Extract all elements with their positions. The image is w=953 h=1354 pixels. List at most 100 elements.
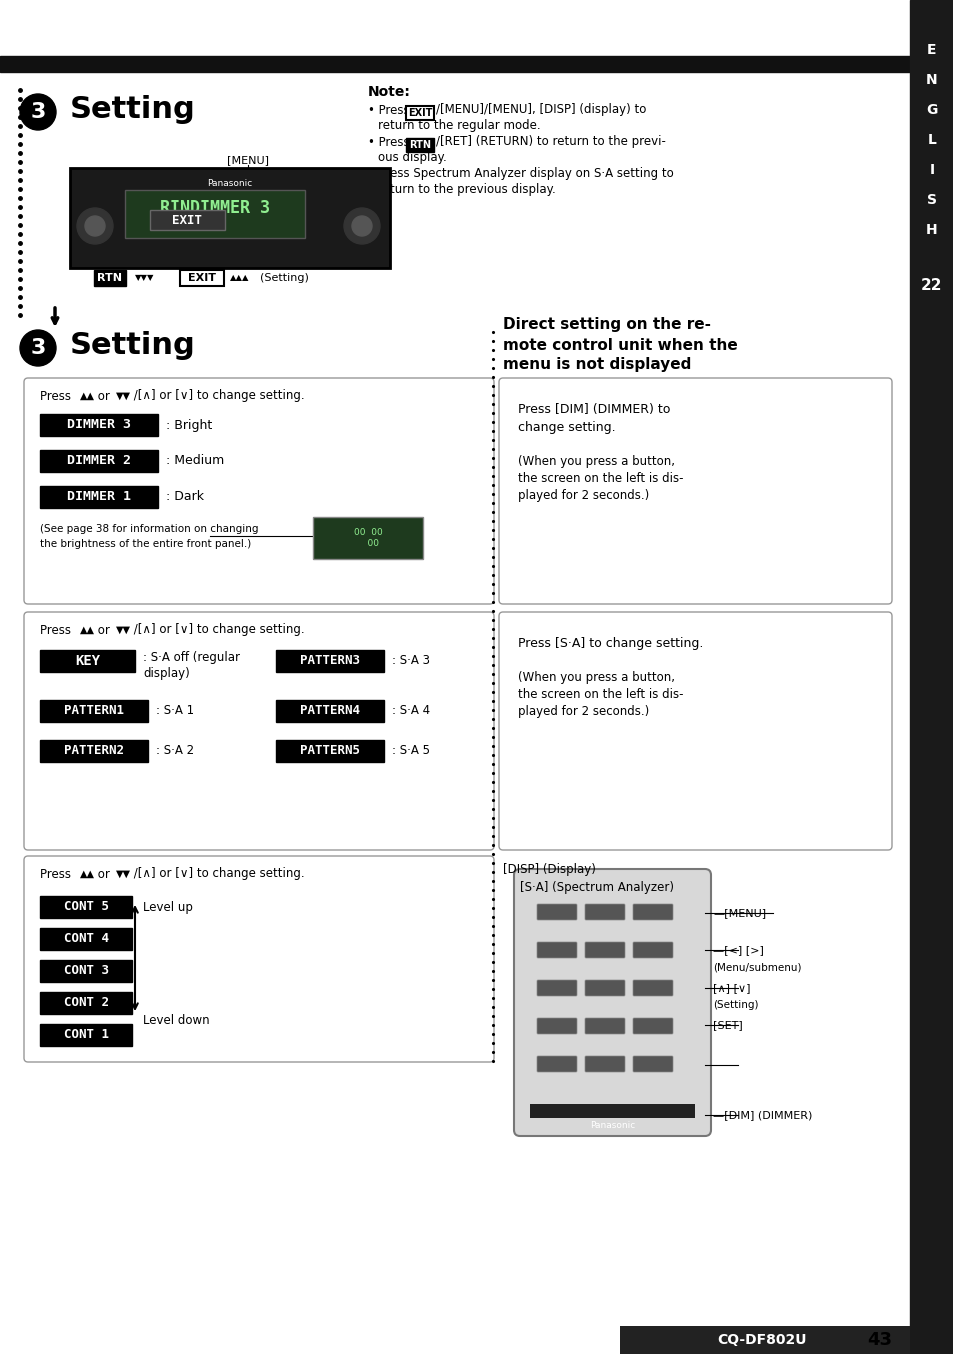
Text: S: S bbox=[926, 194, 936, 207]
FancyBboxPatch shape bbox=[537, 980, 577, 997]
FancyBboxPatch shape bbox=[584, 904, 624, 919]
FancyBboxPatch shape bbox=[514, 869, 710, 1136]
FancyBboxPatch shape bbox=[537, 1018, 577, 1034]
Circle shape bbox=[85, 217, 105, 236]
Text: ▼▼: ▼▼ bbox=[116, 391, 131, 401]
Text: H: H bbox=[925, 223, 937, 237]
Text: [∧] [∨]: [∧] [∨] bbox=[712, 983, 750, 992]
Text: 22: 22 bbox=[921, 278, 942, 292]
Text: Press [DIM] (DIMMER) to: Press [DIM] (DIMMER) to bbox=[517, 403, 670, 417]
Text: /[∧] or [∨] to change setting.: /[∧] or [∨] to change setting. bbox=[130, 868, 304, 880]
Circle shape bbox=[344, 209, 379, 244]
Bar bbox=[40, 896, 132, 918]
Text: display): display) bbox=[143, 666, 190, 680]
FancyBboxPatch shape bbox=[584, 1056, 624, 1072]
FancyBboxPatch shape bbox=[498, 612, 891, 850]
Text: Level down: Level down bbox=[143, 1014, 210, 1026]
Text: EXIT: EXIT bbox=[407, 108, 432, 118]
Text: : S·A off (regular: : S·A off (regular bbox=[143, 650, 240, 663]
Text: 3: 3 bbox=[30, 102, 46, 122]
Text: PATTERN4: PATTERN4 bbox=[299, 704, 359, 718]
Text: G: G bbox=[925, 103, 937, 116]
Text: • Press: • Press bbox=[368, 103, 413, 116]
Text: change setting.: change setting. bbox=[517, 421, 615, 435]
Text: return to the previous display.: return to the previous display. bbox=[377, 184, 556, 196]
FancyBboxPatch shape bbox=[537, 904, 577, 919]
Text: CONT 2: CONT 2 bbox=[64, 997, 109, 1010]
FancyBboxPatch shape bbox=[537, 942, 577, 959]
Text: [DISP] (Display): [DISP] (Display) bbox=[502, 864, 596, 876]
Bar bbox=[0, 1326, 953, 1354]
Circle shape bbox=[20, 93, 56, 130]
Text: the screen on the left is dis-: the screen on the left is dis- bbox=[517, 688, 682, 701]
Text: ▼▼: ▼▼ bbox=[116, 626, 131, 635]
Bar bbox=[40, 450, 158, 473]
Text: Panasonic: Panasonic bbox=[589, 1121, 635, 1129]
Text: the screen on the left is dis-: the screen on the left is dis- bbox=[517, 473, 682, 486]
Text: N: N bbox=[925, 73, 937, 87]
Text: : S·A 1: : S·A 1 bbox=[156, 704, 193, 718]
Text: or: or bbox=[94, 390, 113, 402]
Text: L: L bbox=[926, 133, 936, 148]
Text: CONT 3: CONT 3 bbox=[64, 964, 109, 978]
FancyBboxPatch shape bbox=[24, 378, 494, 604]
Text: (See page 38 for information on changing: (See page 38 for information on changing bbox=[40, 524, 258, 533]
Text: • Press: • Press bbox=[368, 135, 413, 149]
Text: Press: Press bbox=[40, 390, 74, 402]
Text: (Setting): (Setting) bbox=[260, 274, 309, 283]
Text: : S·A 2: : S·A 2 bbox=[156, 745, 193, 757]
Circle shape bbox=[352, 217, 372, 236]
Text: Panasonic: Panasonic bbox=[207, 179, 253, 187]
Text: Setting: Setting bbox=[70, 95, 195, 123]
FancyBboxPatch shape bbox=[633, 1018, 672, 1034]
FancyBboxPatch shape bbox=[633, 942, 672, 959]
Text: (Setting): (Setting) bbox=[712, 1001, 758, 1010]
Bar bbox=[275, 741, 384, 762]
Bar bbox=[40, 700, 148, 722]
Circle shape bbox=[77, 209, 112, 244]
Text: Press [S·A] to change setting.: Press [S·A] to change setting. bbox=[517, 638, 702, 650]
Text: or: or bbox=[94, 623, 113, 636]
Bar bbox=[0, 56, 909, 72]
Bar bbox=[94, 269, 126, 286]
FancyBboxPatch shape bbox=[537, 1056, 577, 1072]
Text: (When you press a button,: (When you press a button, bbox=[517, 672, 675, 685]
Text: /[RET] (RETURN) to return to the previ-: /[RET] (RETURN) to return to the previ- bbox=[436, 135, 665, 149]
FancyBboxPatch shape bbox=[633, 904, 672, 919]
Text: 3: 3 bbox=[30, 338, 46, 357]
Bar bbox=[313, 517, 422, 559]
Text: EXIT: EXIT bbox=[172, 214, 202, 226]
Text: DIMMER 3: DIMMER 3 bbox=[67, 418, 131, 432]
Bar bbox=[180, 269, 224, 286]
FancyBboxPatch shape bbox=[24, 612, 494, 850]
Text: Setting: Setting bbox=[70, 330, 195, 360]
FancyBboxPatch shape bbox=[584, 980, 624, 997]
Bar bbox=[40, 486, 158, 508]
Text: or: or bbox=[94, 868, 113, 880]
Text: : S·A 5: : S·A 5 bbox=[392, 745, 430, 757]
Text: RINDIMMER 3: RINDIMMER 3 bbox=[160, 199, 270, 217]
Text: CONT 5: CONT 5 bbox=[64, 900, 109, 914]
Text: /[∧] or [∨] to change setting.: /[∧] or [∨] to change setting. bbox=[130, 390, 304, 402]
Text: —[<] [>]: —[<] [>] bbox=[712, 945, 763, 955]
Bar bbox=[40, 960, 132, 982]
Bar bbox=[40, 927, 132, 951]
Text: [MENU]: [MENU] bbox=[227, 154, 269, 165]
Bar bbox=[40, 741, 148, 762]
FancyBboxPatch shape bbox=[633, 1056, 672, 1072]
Text: ▼▼▼: ▼▼▼ bbox=[135, 274, 154, 283]
Text: played for 2 seconds.): played for 2 seconds.) bbox=[517, 490, 649, 502]
FancyBboxPatch shape bbox=[24, 856, 494, 1062]
Text: CONT 1: CONT 1 bbox=[64, 1029, 109, 1041]
Text: ous display.: ous display. bbox=[377, 152, 446, 164]
Bar bbox=[40, 992, 132, 1014]
FancyBboxPatch shape bbox=[584, 1018, 624, 1034]
Text: : S·A 3: : S·A 3 bbox=[392, 654, 430, 668]
Bar bbox=[909, 0, 953, 1354]
Text: ▲▲: ▲▲ bbox=[80, 869, 95, 879]
Text: RTN: RTN bbox=[409, 139, 431, 150]
Text: PATTERN5: PATTERN5 bbox=[299, 745, 359, 757]
Bar bbox=[70, 168, 390, 268]
Text: : Medium: : Medium bbox=[166, 455, 224, 467]
Text: return to the regular mode.: return to the regular mode. bbox=[377, 119, 540, 133]
